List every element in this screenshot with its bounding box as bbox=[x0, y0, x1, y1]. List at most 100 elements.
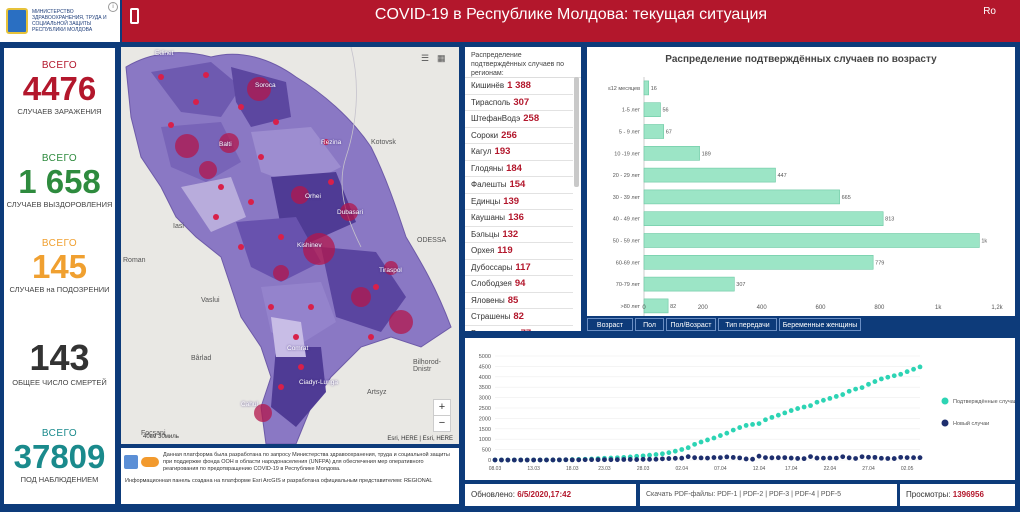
series-1-point[interactable] bbox=[634, 457, 640, 462]
series-0-point[interactable] bbox=[833, 394, 839, 399]
region-item[interactable]: Яловены 85 bbox=[465, 293, 573, 309]
series-1-point[interactable] bbox=[898, 454, 904, 460]
series-1-point[interactable] bbox=[904, 455, 910, 461]
region-item[interactable]: Дубоссары 117 bbox=[465, 260, 573, 276]
series-1-point[interactable] bbox=[911, 455, 916, 461]
series-0-point[interactable] bbox=[814, 399, 820, 405]
tab-2[interactable]: Пол/Возраст bbox=[666, 318, 716, 331]
series-0-point[interactable] bbox=[660, 451, 665, 457]
series-0-point[interactable] bbox=[795, 406, 801, 411]
series-1-point[interactable] bbox=[711, 455, 717, 460]
series-1-point[interactable] bbox=[756, 453, 762, 459]
region-item[interactable]: ШтефанВодэ 258 bbox=[465, 111, 573, 128]
series-1-point[interactable] bbox=[602, 457, 607, 463]
series-1-point[interactable] bbox=[614, 457, 620, 463]
series-1-point[interactable] bbox=[531, 457, 537, 463]
series-0-point[interactable] bbox=[782, 410, 788, 416]
series-1-point[interactable] bbox=[808, 454, 813, 459]
tab-0[interactable]: Возраст bbox=[587, 318, 633, 331]
series-0-point[interactable] bbox=[737, 425, 743, 430]
series-0-point[interactable] bbox=[846, 388, 852, 394]
series-1-point[interactable] bbox=[544, 457, 549, 463]
series-0-point[interactable] bbox=[827, 396, 833, 401]
age-bar[interactable] bbox=[643, 298, 669, 314]
series-0-point[interactable] bbox=[756, 421, 762, 426]
pdf-links[interactable]: PDF-1 | PDF-2 | PDF-3 | PDF-4 | PDF-5 bbox=[717, 491, 842, 498]
zoom-in-button[interactable]: + bbox=[433, 399, 451, 416]
series-0-point[interactable] bbox=[898, 371, 904, 377]
series-1-point[interactable] bbox=[872, 454, 878, 460]
series-1-point[interactable] bbox=[589, 457, 594, 463]
series-1-point[interactable] bbox=[640, 456, 646, 462]
grid-icon[interactable]: ▦ bbox=[437, 53, 446, 63]
mobile-icon[interactable] bbox=[130, 8, 139, 24]
series-0-point[interactable] bbox=[640, 453, 646, 459]
series-1-point[interactable] bbox=[814, 455, 820, 461]
series-1-point[interactable] bbox=[672, 455, 678, 461]
series-0-point[interactable] bbox=[698, 439, 704, 445]
series-1-point[interactable] bbox=[917, 455, 923, 461]
series-1-point[interactable] bbox=[666, 456, 672, 461]
language-switch[interactable]: Ro bbox=[983, 6, 996, 17]
series-0-point[interactable] bbox=[653, 452, 659, 457]
series-0-point[interactable] bbox=[743, 423, 749, 428]
series-1-point[interactable] bbox=[750, 456, 755, 462]
age-bar[interactable] bbox=[643, 167, 776, 183]
series-1-point[interactable] bbox=[692, 455, 698, 461]
region-map[interactable]: Edinet Soroca Balti Rezina Kotovsk Orhei… bbox=[121, 47, 459, 444]
series-1-point[interactable] bbox=[827, 455, 833, 461]
series-0-point[interactable] bbox=[904, 369, 910, 375]
region-item[interactable]: Тирасполь 307 bbox=[465, 95, 573, 111]
series-1-point[interactable] bbox=[576, 457, 582, 463]
age-bar[interactable] bbox=[643, 102, 661, 118]
region-item[interactable]: Глодяны 184 bbox=[465, 161, 573, 177]
series-0-point[interactable] bbox=[878, 376, 884, 382]
list-icon[interactable]: ☰ bbox=[421, 53, 430, 63]
series-1-point[interactable] bbox=[569, 457, 575, 463]
age-bar[interactable] bbox=[643, 211, 884, 226]
series-1-point[interactable] bbox=[647, 456, 652, 462]
series-0-point[interactable] bbox=[679, 447, 685, 452]
series-0-point[interactable] bbox=[840, 392, 846, 397]
series-1-point[interactable] bbox=[840, 454, 846, 460]
region-item[interactable]: Кишинёв 1 388 bbox=[465, 78, 573, 95]
region-item[interactable]: Орхея 119 bbox=[465, 243, 573, 260]
age-bar[interactable] bbox=[643, 255, 874, 270]
series-0-point[interactable] bbox=[821, 397, 826, 403]
zoom-out-button[interactable]: − bbox=[433, 415, 451, 432]
series-1-point[interactable] bbox=[608, 457, 614, 463]
region-item[interactable]: Страшены 82 bbox=[465, 309, 573, 326]
series-0-point[interactable] bbox=[911, 366, 916, 372]
series-1-point[interactable] bbox=[621, 457, 627, 462]
series-0-point[interactable] bbox=[788, 408, 794, 413]
region-item[interactable]: Единцы 139 bbox=[465, 194, 573, 210]
region-item[interactable]: Сороки 256 bbox=[465, 128, 573, 144]
series-1-point[interactable] bbox=[595, 457, 601, 463]
map-canvas[interactable] bbox=[121, 47, 459, 444]
series-1-point[interactable] bbox=[763, 455, 768, 461]
series-0-point[interactable] bbox=[775, 412, 781, 418]
series-1-point[interactable] bbox=[717, 455, 723, 461]
series-1-point[interactable] bbox=[492, 457, 498, 463]
series-0-point[interactable] bbox=[647, 452, 652, 458]
series-0-point[interactable] bbox=[705, 437, 710, 443]
tab-1[interactable]: Пол bbox=[635, 318, 664, 331]
series-0-point[interactable] bbox=[853, 386, 859, 392]
series-1-point[interactable] bbox=[801, 456, 807, 462]
series-1-point[interactable] bbox=[833, 455, 839, 461]
series-1-point[interactable] bbox=[795, 456, 801, 461]
series-1-point[interactable] bbox=[653, 456, 659, 462]
series-0-point[interactable] bbox=[763, 417, 768, 423]
tab-4[interactable]: Беременные женщины bbox=[779, 318, 861, 331]
series-1-point[interactable] bbox=[788, 455, 794, 461]
region-item[interactable]: Слободзея 94 bbox=[465, 276, 573, 293]
age-bar[interactable] bbox=[643, 189, 840, 205]
age-bar[interactable] bbox=[643, 276, 735, 292]
series-1-point[interactable] bbox=[769, 455, 775, 461]
series-1-point[interactable] bbox=[518, 457, 524, 463]
scrollbar[interactable] bbox=[574, 77, 579, 187]
info-icon[interactable]: i bbox=[108, 2, 118, 12]
series-1-point[interactable] bbox=[878, 455, 884, 461]
series-1-point[interactable] bbox=[550, 457, 556, 463]
series-0-point[interactable] bbox=[801, 404, 807, 410]
